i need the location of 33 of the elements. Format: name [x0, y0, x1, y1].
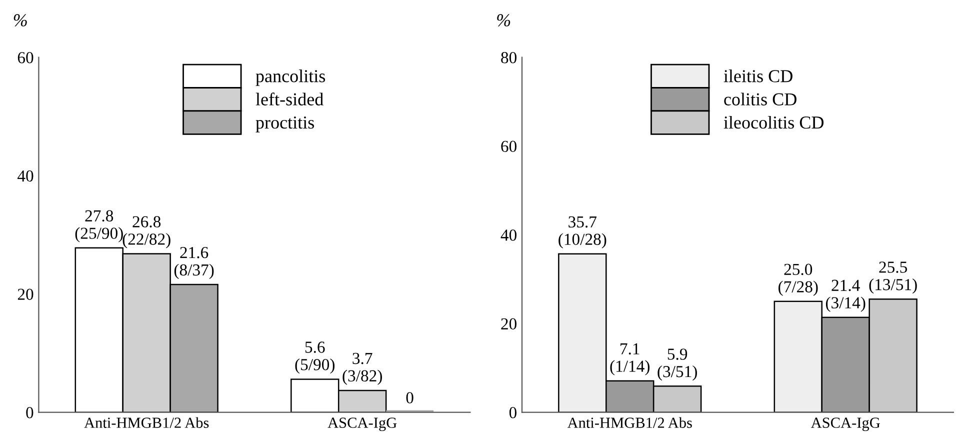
y-axis-title: %: [14, 14, 27, 26]
legend-label: proctitis: [256, 116, 314, 132]
y-axis-title: %: [497, 14, 510, 26]
data-label: 25.5 (13/51): [869, 262, 917, 294]
data-label: 21.6 (8/37): [174, 246, 214, 279]
data-label: 0: [406, 392, 414, 404]
y-tick-label: 0: [509, 407, 516, 418]
y-tick-label: 20: [18, 288, 34, 300]
data-label: 5.6 (5/90): [295, 342, 335, 374]
legend-label: pancolitis: [256, 70, 326, 86]
data-label: 26.8 (22/82): [122, 216, 170, 248]
y-tick-label: 20: [501, 318, 516, 330]
data-label: 35.7 (10/28): [558, 216, 606, 248]
legend-label: left-sided: [256, 92, 324, 106]
legend-label: ileitis CD: [724, 70, 792, 82]
legend-label: ileocolitis CD: [724, 116, 824, 129]
data-label: 5.9 (3/51): [658, 348, 697, 381]
data-label: 27.8 (25/90): [75, 210, 123, 242]
data-label: 7.1 (1/14): [610, 343, 650, 376]
x-tick-label: Anti-HMGB1/2 Abs: [84, 417, 209, 428]
y-tick-label: 40: [500, 230, 516, 241]
x-tick-label: ASCA-IgG: [328, 418, 397, 432]
data-label: 3.7 (3/82): [342, 352, 382, 385]
y-tick-label: 0: [26, 407, 34, 418]
y-tick-label: 60: [501, 140, 516, 152]
y-tick-label: 60: [18, 52, 34, 64]
y-tick-label: 40: [18, 170, 34, 182]
y-tick-label: 80: [501, 52, 516, 64]
data-label: 25.0 (7/28): [778, 264, 818, 296]
x-tick-label: Anti-HMGB1/2 Abs: [567, 417, 692, 428]
legend-label: colitis CD: [724, 92, 796, 106]
x-tick-label: ASCA-IgG: [810, 418, 880, 432]
data-label: 21.4 (3/14): [826, 280, 866, 312]
